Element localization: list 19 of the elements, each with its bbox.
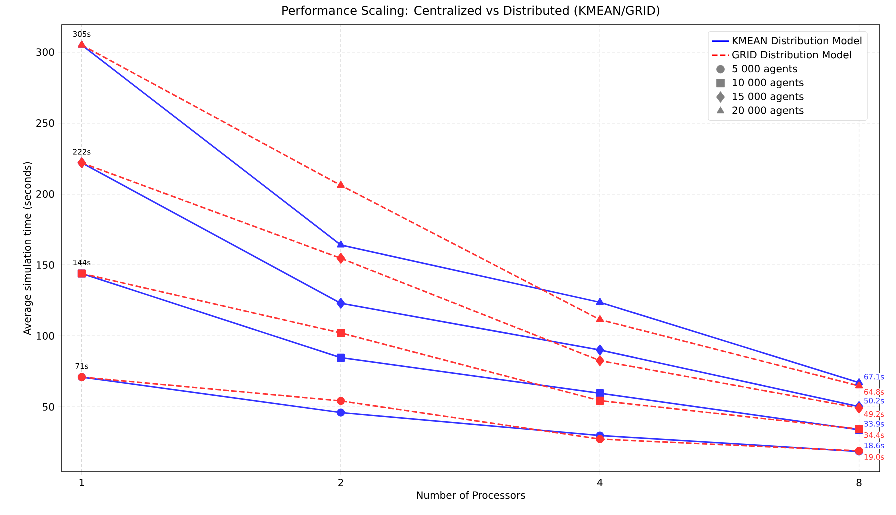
x-tick-label: 1 (80, 479, 84, 486)
y-tick-label: 250 (36, 120, 54, 128)
legend-label: 20 000 agents (732, 106, 804, 116)
x-axis-title: Number of Processors (417, 491, 526, 500)
legend-label: 15 000 agents (733, 92, 804, 102)
y-tick-label: 100 (36, 332, 54, 340)
y-tick-label: 200 (36, 190, 54, 198)
legend-label: GRID Distribution Model (732, 50, 852, 59)
y-tick-label: 150 (36, 261, 54, 270)
y-tick-label: 50 (43, 403, 54, 411)
x-tick-label: 4 (597, 479, 603, 486)
y-tick-label: 300 (36, 48, 54, 56)
legend-label: 5 000 agents (732, 65, 798, 75)
x-tick-label: 8 (856, 479, 862, 487)
x-tick-label: 2 (338, 479, 344, 486)
chart-title: Performance Scaling: Centralized vs Distributed (KMEAN/GRID) (282, 6, 660, 18)
y-axis-title: Average simulation time (seconds) (23, 162, 34, 336)
legend-label: 10 000 agents (733, 78, 804, 88)
legend-label: KMEAN Distribution Model (732, 36, 862, 45)
